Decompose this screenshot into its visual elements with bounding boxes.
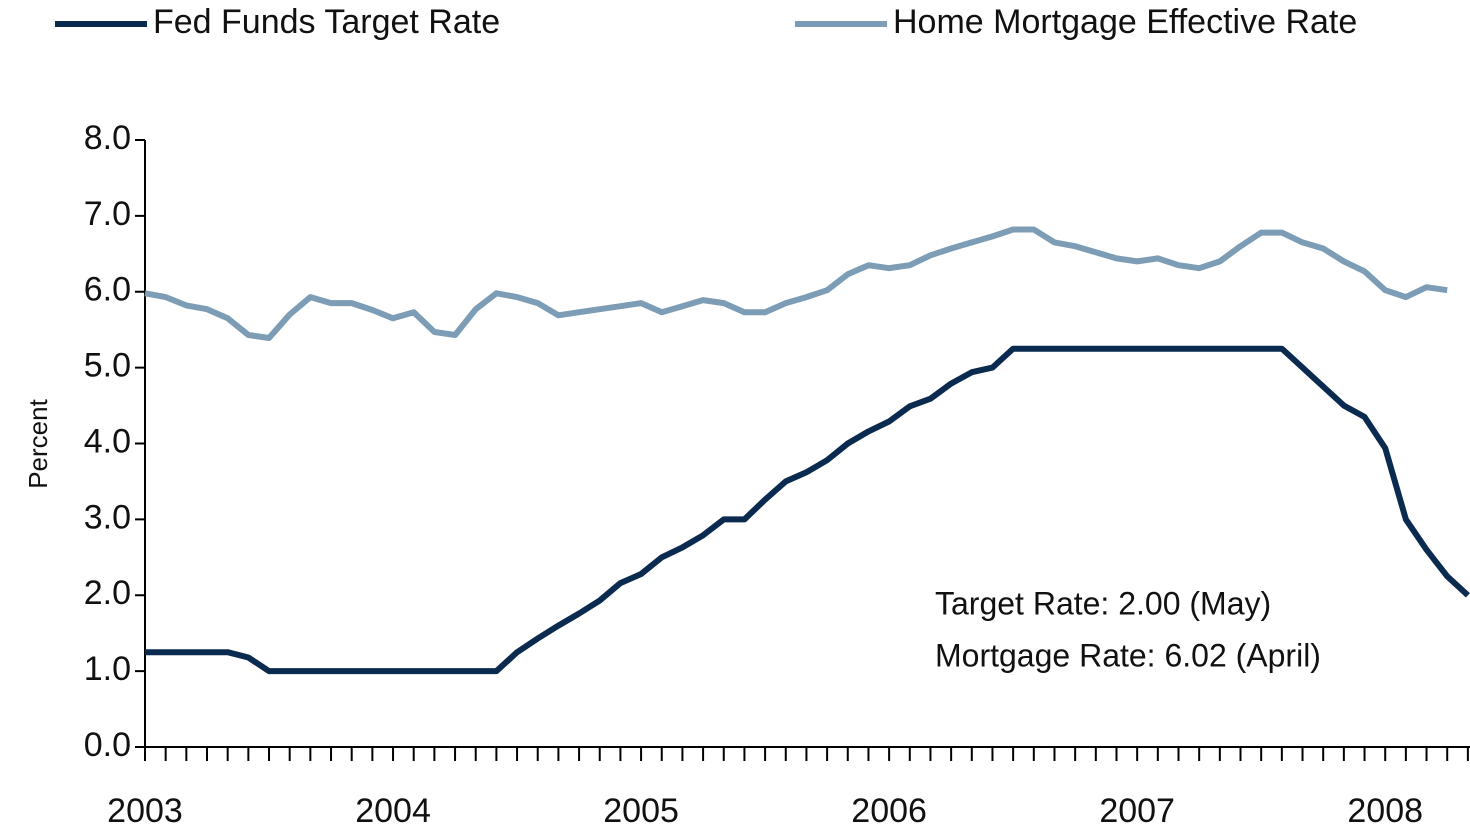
data-line [144, 226, 1448, 341]
y-tick-label: 8.0 [84, 119, 131, 157]
y-tick-label: 5.0 [84, 347, 131, 385]
legend-label: Home Mortgage Effective Rate [893, 3, 1357, 41]
y-tick-label: 0.0 [84, 726, 131, 764]
annotation: Mortgage Rate: 6.02 (April) [935, 637, 1321, 673]
x-tick-label: 2006 [851, 792, 927, 830]
data-line [145, 345, 1470, 675]
x-tick-label: 2005 [603, 792, 679, 830]
x-tick-label: 2004 [355, 792, 431, 830]
annotation: Target Rate: 2.00 (May) [935, 585, 1271, 621]
legend-label: Fed Funds Target Rate [153, 3, 500, 41]
x-tick-label: 2008 [1347, 792, 1423, 830]
y-tick-label: 1.0 [84, 650, 131, 688]
y-tick-label: 7.0 [84, 195, 131, 233]
y-tick-label: 6.0 [84, 271, 131, 309]
x-tick-label: 2007 [1099, 792, 1175, 830]
y-tick-label: 3.0 [84, 498, 131, 536]
y-axis-label: Percent [23, 398, 53, 488]
x-tick-label: 2003 [107, 792, 183, 830]
y-tick-label: 2.0 [84, 574, 131, 612]
y-tick-label: 4.0 [84, 422, 131, 460]
